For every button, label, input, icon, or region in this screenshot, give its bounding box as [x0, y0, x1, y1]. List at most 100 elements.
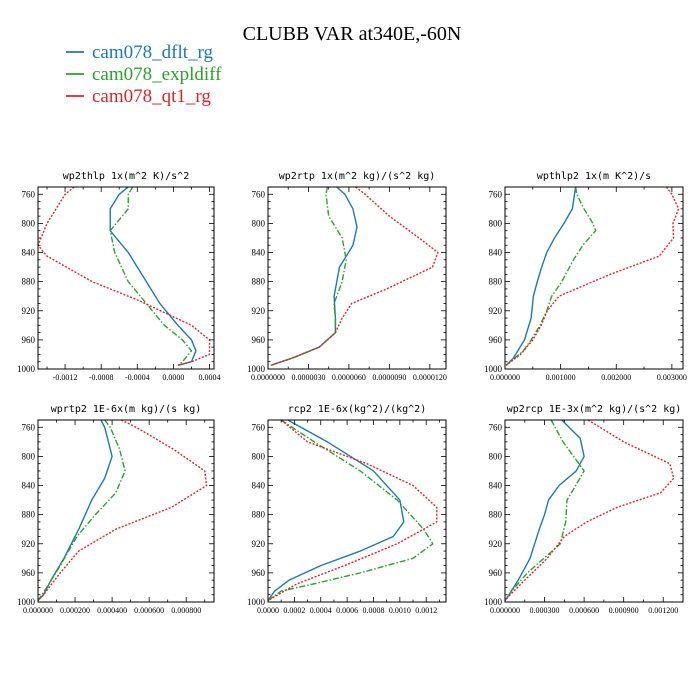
- chart-panel: wp2rcp 1E-3x(m^2 kg)/(s^2 kg) 760 800 840 88…: [484, 404, 684, 615]
- x-tick-label: 0.0000120: [413, 373, 447, 382]
- legend: cam078_dflt_rgcam078_expldiffcam078_qt1_…: [66, 42, 222, 107]
- plot-frame: [267, 186, 447, 370]
- x-tick-label: -0.0012: [53, 373, 78, 382]
- series-line-cam078_expldiff: [38, 420, 126, 601]
- y-tick-label: 880: [252, 277, 266, 287]
- legend-label: cam078_expldiff: [92, 64, 222, 85]
- x-tick-label: 0.0004: [198, 373, 220, 382]
- plot-frame: [504, 419, 684, 603]
- y-tick-label: 1000: [484, 597, 503, 607]
- x-tick-label: 0.003000: [657, 373, 687, 382]
- x-tick-label: 0.002000: [601, 373, 631, 382]
- y-tick-label: 920: [489, 539, 503, 549]
- series-line-cam078_dflt_rg: [505, 420, 585, 601]
- series-line-cam078_qt1_rg: [505, 420, 675, 602]
- x-tick-label: -0.0008: [89, 373, 114, 382]
- x-tick-label: 0.000600: [569, 606, 599, 615]
- x-tick-label: 0.000800: [171, 606, 201, 615]
- y-tick-label: 1000: [484, 364, 503, 374]
- y-tick-label: 920: [252, 306, 266, 316]
- y-tick-label: 800: [489, 451, 503, 461]
- y-tick-label: 760: [489, 189, 503, 199]
- x-tick-label: 0.000600: [134, 606, 164, 615]
- y-tick-label: 760: [489, 422, 503, 432]
- y-tick-label: 960: [252, 335, 266, 345]
- y-tick-label: 840: [252, 248, 266, 258]
- series-line-cam078_qt1_rg: [38, 187, 211, 367]
- x-tick-label: 0.000200: [60, 606, 90, 615]
- series-line-cam078_expldiff: [505, 187, 597, 366]
- y-tick-label: 1000: [17, 597, 36, 607]
- x-tick-label: 0.0000060: [332, 373, 366, 382]
- x-tick-label: 0.0000: [257, 606, 279, 615]
- series-line-cam078_qt1_rg: [270, 187, 439, 367]
- y-tick-label: 920: [22, 539, 36, 549]
- x-tick-label: 0.000000: [490, 606, 520, 615]
- y-tick-label: 760: [22, 189, 36, 199]
- x-tick-label: -0.0004: [125, 373, 150, 382]
- series-line-cam078_dflt_rg: [270, 187, 358, 367]
- series-line-cam078_expldiff: [270, 187, 347, 367]
- x-tick-label: 0.0010: [389, 606, 411, 615]
- x-tick-label: 0.0000030: [291, 373, 325, 382]
- panel-title: wprtp2 1E-6x(m kg)/(s kg): [51, 404, 202, 415]
- y-tick-label: 920: [252, 539, 266, 549]
- y-tick-label: 840: [22, 481, 36, 491]
- x-tick-label: 0.001200: [648, 606, 678, 615]
- y-tick-label: 800: [22, 451, 36, 461]
- y-tick-label: 920: [22, 306, 36, 316]
- series-line-cam078_dflt_rg: [38, 420, 113, 602]
- y-tick-label: 960: [489, 335, 503, 345]
- plot-frame: [37, 186, 215, 370]
- figure-title: CLUBB VAR at340E,-60N: [243, 23, 462, 45]
- y-tick-label: 760: [252, 189, 266, 199]
- y-tick-label: 920: [489, 306, 503, 316]
- series-line-cam078_dflt_rg: [268, 420, 405, 601]
- x-tick-label: 0.000000: [23, 606, 53, 615]
- x-tick-label: 0.0000: [162, 373, 184, 382]
- x-tick-label: 0.000000: [490, 373, 520, 382]
- y-tick-label: 840: [22, 248, 36, 258]
- y-tick-label: 760: [22, 422, 36, 432]
- x-tick-label: 0.0004: [310, 606, 332, 615]
- y-tick-label: 960: [22, 335, 36, 345]
- x-tick-label: 0.001000: [546, 373, 576, 382]
- y-tick-label: 880: [489, 510, 503, 520]
- y-tick-label: 800: [22, 218, 36, 228]
- x-tick-label: 0.000400: [97, 606, 127, 615]
- series-line-cam078_qt1_rg: [38, 420, 208, 602]
- plot-frame: [37, 419, 215, 603]
- y-tick-label: 1000: [247, 364, 266, 374]
- y-tick-label: 1000: [17, 364, 36, 374]
- panel-title: wpthlp2 1x(m K^2)/s: [537, 171, 651, 182]
- y-tick-label: 960: [252, 568, 266, 578]
- chart-panel: rcp2 1E-6x(kg^2)/(kg^2) 760 800 840 880 920 96…: [247, 404, 447, 615]
- panel-title: rcp2 1E-6x(kg^2)/(kg^2): [288, 404, 426, 415]
- panels: wp2thlp 1x(m^2 K)/s^2 760 800 840 880 920 960 1…: [17, 171, 687, 615]
- y-tick-label: 960: [489, 568, 503, 578]
- y-tick-label: 960: [22, 568, 36, 578]
- y-tick-label: 840: [252, 481, 266, 491]
- plot-frame: [504, 186, 684, 370]
- series-line-cam078_expldiff: [268, 420, 434, 602]
- legend-label: cam078_dflt_rg: [92, 42, 214, 63]
- chart-panel: wprtp2 1E-6x(m kg)/(s kg) 760 800 840 880 920…: [17, 404, 215, 615]
- y-tick-label: 880: [22, 510, 36, 520]
- series-line-cam078_expldiff: [505, 420, 585, 601]
- panel-title: wp2thlp 1x(m^2 K)/s^2: [63, 171, 189, 182]
- x-tick-label: 0.0008: [362, 606, 384, 615]
- plot-frame: [267, 419, 447, 603]
- x-tick-label: 0.0002: [283, 606, 305, 615]
- chart-panel: wpthlp2 1x(m K^2)/s 760 800 840 880 920 960 100…: [484, 171, 687, 382]
- chart-panel: wp2thlp 1x(m^2 K)/s^2 760 800 840 880 920 960 1…: [17, 171, 220, 382]
- y-tick-label: 880: [252, 510, 266, 520]
- series-line-cam078_expldiff: [109, 187, 193, 366]
- panel-title: wp2rtp 1x(m^2 kg)/(s^2 kg): [279, 171, 436, 182]
- chart-panel: wp2rtp 1x(m^2 kg)/(s^2 kg) 760 800 840 880 92…: [247, 171, 447, 382]
- legend-label: cam078_qt1_rg: [92, 86, 211, 107]
- x-tick-label: 0.0000000: [251, 373, 285, 382]
- x-tick-label: 0.000300: [530, 606, 560, 615]
- series-line-cam078_dflt_rg: [109, 187, 197, 367]
- series-line-cam078_qt1_rg: [505, 187, 680, 366]
